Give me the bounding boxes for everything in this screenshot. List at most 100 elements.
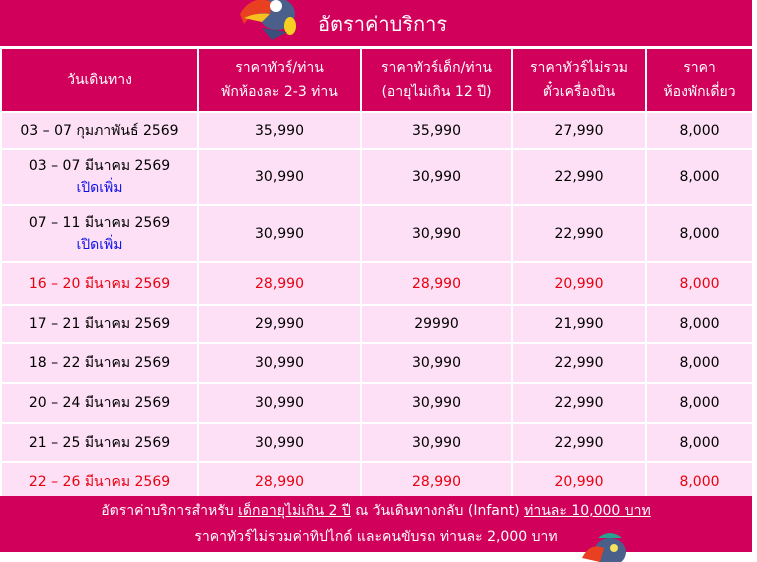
cell-child: 30,990 [360,148,513,206]
single-value: 8,000 [679,275,720,292]
cell-single: 8,000 [645,204,754,263]
table-row: 21 – 25 มีนาคม 2569 30,990 30,990 22,990 8,0… [0,422,754,463]
header-line: ราคา [683,60,716,76]
single-value: 8,000 [679,225,720,242]
child-value: 35,990 [412,122,461,139]
noflight-value: 22,990 [554,395,604,411]
adult-value: 28,990 [255,275,304,292]
tip-note: ราคาทัวร์ไม่รวมค่าทิปไกด์ และคนขับรถ ท่า… [194,529,558,545]
date-value: 18 – 22 มีนาคม 2569 [28,355,171,371]
toucan-mascot-icon [240,0,296,40]
child-value: 30,990 [412,395,461,411]
cell-child: 29990 [360,304,513,344]
cell-single: 8,000 [645,111,754,150]
table-row: 18 – 22 มีนาคม 2569 30,990 30,990 22,990 8,0… [0,342,754,384]
header-line: (อายุไม่เกิน 12 ปี) [381,84,492,100]
single-value: 8,000 [679,395,720,411]
adult-value: 35,990 [255,122,304,139]
single-value: 8,000 [679,169,720,185]
date-value: 07 – 11 มีนาคม 2569 [28,214,171,231]
cell-date: 18 – 22 มีนาคม 2569 [0,342,199,384]
cell-adult: 30,990 [197,342,362,384]
cell-date: 22 – 26 มีนาคม 2569 [0,461,199,502]
cell-child: 30,990 [360,422,513,463]
cell-child: 35,990 [360,111,513,150]
header-line: วันเดินทาง [67,72,132,88]
cell-single: 8,000 [645,461,754,502]
single-value: 8,000 [679,473,720,490]
cell-child: 28,990 [360,461,513,502]
adult-value: 30,990 [255,169,304,185]
table-row: 07 – 11 มีนาคม 2569 เปิดเพิ่ม 30,990 30,990… [0,204,754,263]
cell-child: 30,990 [360,382,513,424]
page-title: อัตราค่าบริการ [318,12,448,36]
cell-single: 8,000 [645,342,754,384]
date-value: 17 – 21 มีนาคม 2569 [28,316,171,332]
header-no-flight-price: ราคาทัวร์ไม่รวมตั๋วเครื่องบิน [511,47,647,113]
date-value: 03 – 07 มีนาคม 2569 [28,158,171,174]
noflight-value: 20,990 [554,473,604,490]
cell-adult: 28,990 [197,261,362,306]
cell-date: 17 – 21 มีนาคม 2569 [0,304,199,344]
cell-date: 03 – 07 กุมภาพันธ์ 2569 [0,111,199,150]
adult-value: 30,990 [255,225,304,242]
infant-price: ท่านละ 10,000 บาท [524,503,651,519]
table-row: 03 – 07 มีนาคม 2569 เปิดเพิ่ม 30,990 30,990… [0,148,754,206]
header-line: ตั๋วเครื่องบิน [542,84,616,100]
price-table: วันเดินทาง ราคาทัวร์/ท่านพักห้องละ 2-3 ท่… [0,47,754,502]
cell-noflight: 20,990 [511,261,647,306]
cell-noflight: 22,990 [511,148,647,206]
header-child-price: ราคาทัวร์เด็ก/ท่าน (อายุไม่เกิน 12 ปี) [360,47,513,113]
title-bar: อัตราค่าบริการ [0,0,752,46]
cell-noflight: 22,990 [511,382,647,424]
extra-departure-note: เปิดเพิ่ม [76,236,123,253]
cell-child: 28,990 [360,261,513,306]
single-value: 8,000 [679,316,720,332]
single-value: 8,000 [679,122,720,139]
child-value: 30,990 [412,355,461,371]
cell-adult: 30,990 [197,382,362,424]
header-line: ราคาทัวร์ไม่รวม [529,60,629,76]
cell-adult: 30,990 [197,204,362,263]
noflight-value: 21,990 [554,316,604,332]
adult-value: 28,990 [255,473,304,490]
date-value: 22 – 26 มีนาคม 2569 [28,473,171,490]
cell-single: 8,000 [645,382,754,424]
table-row: 17 – 21 มีนาคม 2569 29,990 29990 21,990 8,00… [0,304,754,344]
cell-date: 07 – 11 มีนาคม 2569 เปิดเพิ่ม [0,204,199,263]
date-value: 20 – 24 มีนาคม 2569 [28,395,171,411]
cell-date: 16 – 20 มีนาคม 2569 [0,261,199,306]
infant-note-text: อัตราค่าบริการสำหรับ [101,503,239,519]
table-row: 20 – 24 มีนาคม 2569 30,990 30,990 22,990 8,0… [0,382,754,424]
date-value: 16 – 20 มีนาคม 2569 [28,275,171,292]
header-line: ราคาทัวร์/ท่าน [235,60,324,76]
table-row: 22 – 26 มีนาคม 2569 28,990 28,990 20,990 8,0… [0,461,754,502]
child-value: 30,990 [412,225,461,242]
cell-adult: 29,990 [197,304,362,344]
header-adult-price: ราคาทัวร์/ท่านพักห้องละ 2-3 ท่าน [197,47,362,113]
cell-date: 21 – 25 มีนาคม 2569 [0,422,199,463]
cell-single: 8,000 [645,148,754,206]
single-value: 8,000 [679,434,720,451]
cell-adult: 30,990 [197,422,362,463]
header-travel-date: วันเดินทาง [0,47,199,113]
noflight-value: 22,990 [554,434,604,451]
footer-note: อัตราค่าบริการสำหรับ เด็กอายุไม่เกิน 2 ป… [0,496,752,552]
cell-child: 30,990 [360,204,513,263]
date-value: 03 – 07 กุมภาพันธ์ 2569 [20,122,179,139]
adult-value: 30,990 [255,434,304,451]
cell-single: 8,000 [645,261,754,306]
infant-note: อัตราค่าบริการสำหรับ เด็กอายุไม่เกิน 2 ป… [0,498,752,524]
child-value: 30,990 [412,434,461,451]
extra-departure-note: เปิดเพิ่ม [76,180,123,196]
header-line: พักห้องละ 2-3 ท่าน [221,84,338,100]
header-single-room: ราคา ห้องพักเดี่ยว [645,47,754,113]
adult-value: 30,990 [255,355,304,371]
noflight-value: 22,990 [554,225,604,242]
child-value: 28,990 [412,275,461,292]
cell-noflight: 21,990 [511,304,647,344]
child-value: 29990 [414,316,459,332]
noflight-value: 22,990 [554,169,604,185]
cell-noflight: 22,990 [511,204,647,263]
header-line: ราคาทัวร์เด็ก/ท่าน [381,60,492,76]
